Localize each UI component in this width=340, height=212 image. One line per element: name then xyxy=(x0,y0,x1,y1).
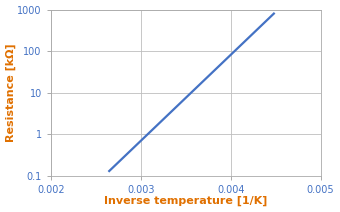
Y-axis label: Resistance [kΩ]: Resistance [kΩ] xyxy=(5,43,16,142)
X-axis label: Inverse temperature [1/K]: Inverse temperature [1/K] xyxy=(104,196,267,206)
